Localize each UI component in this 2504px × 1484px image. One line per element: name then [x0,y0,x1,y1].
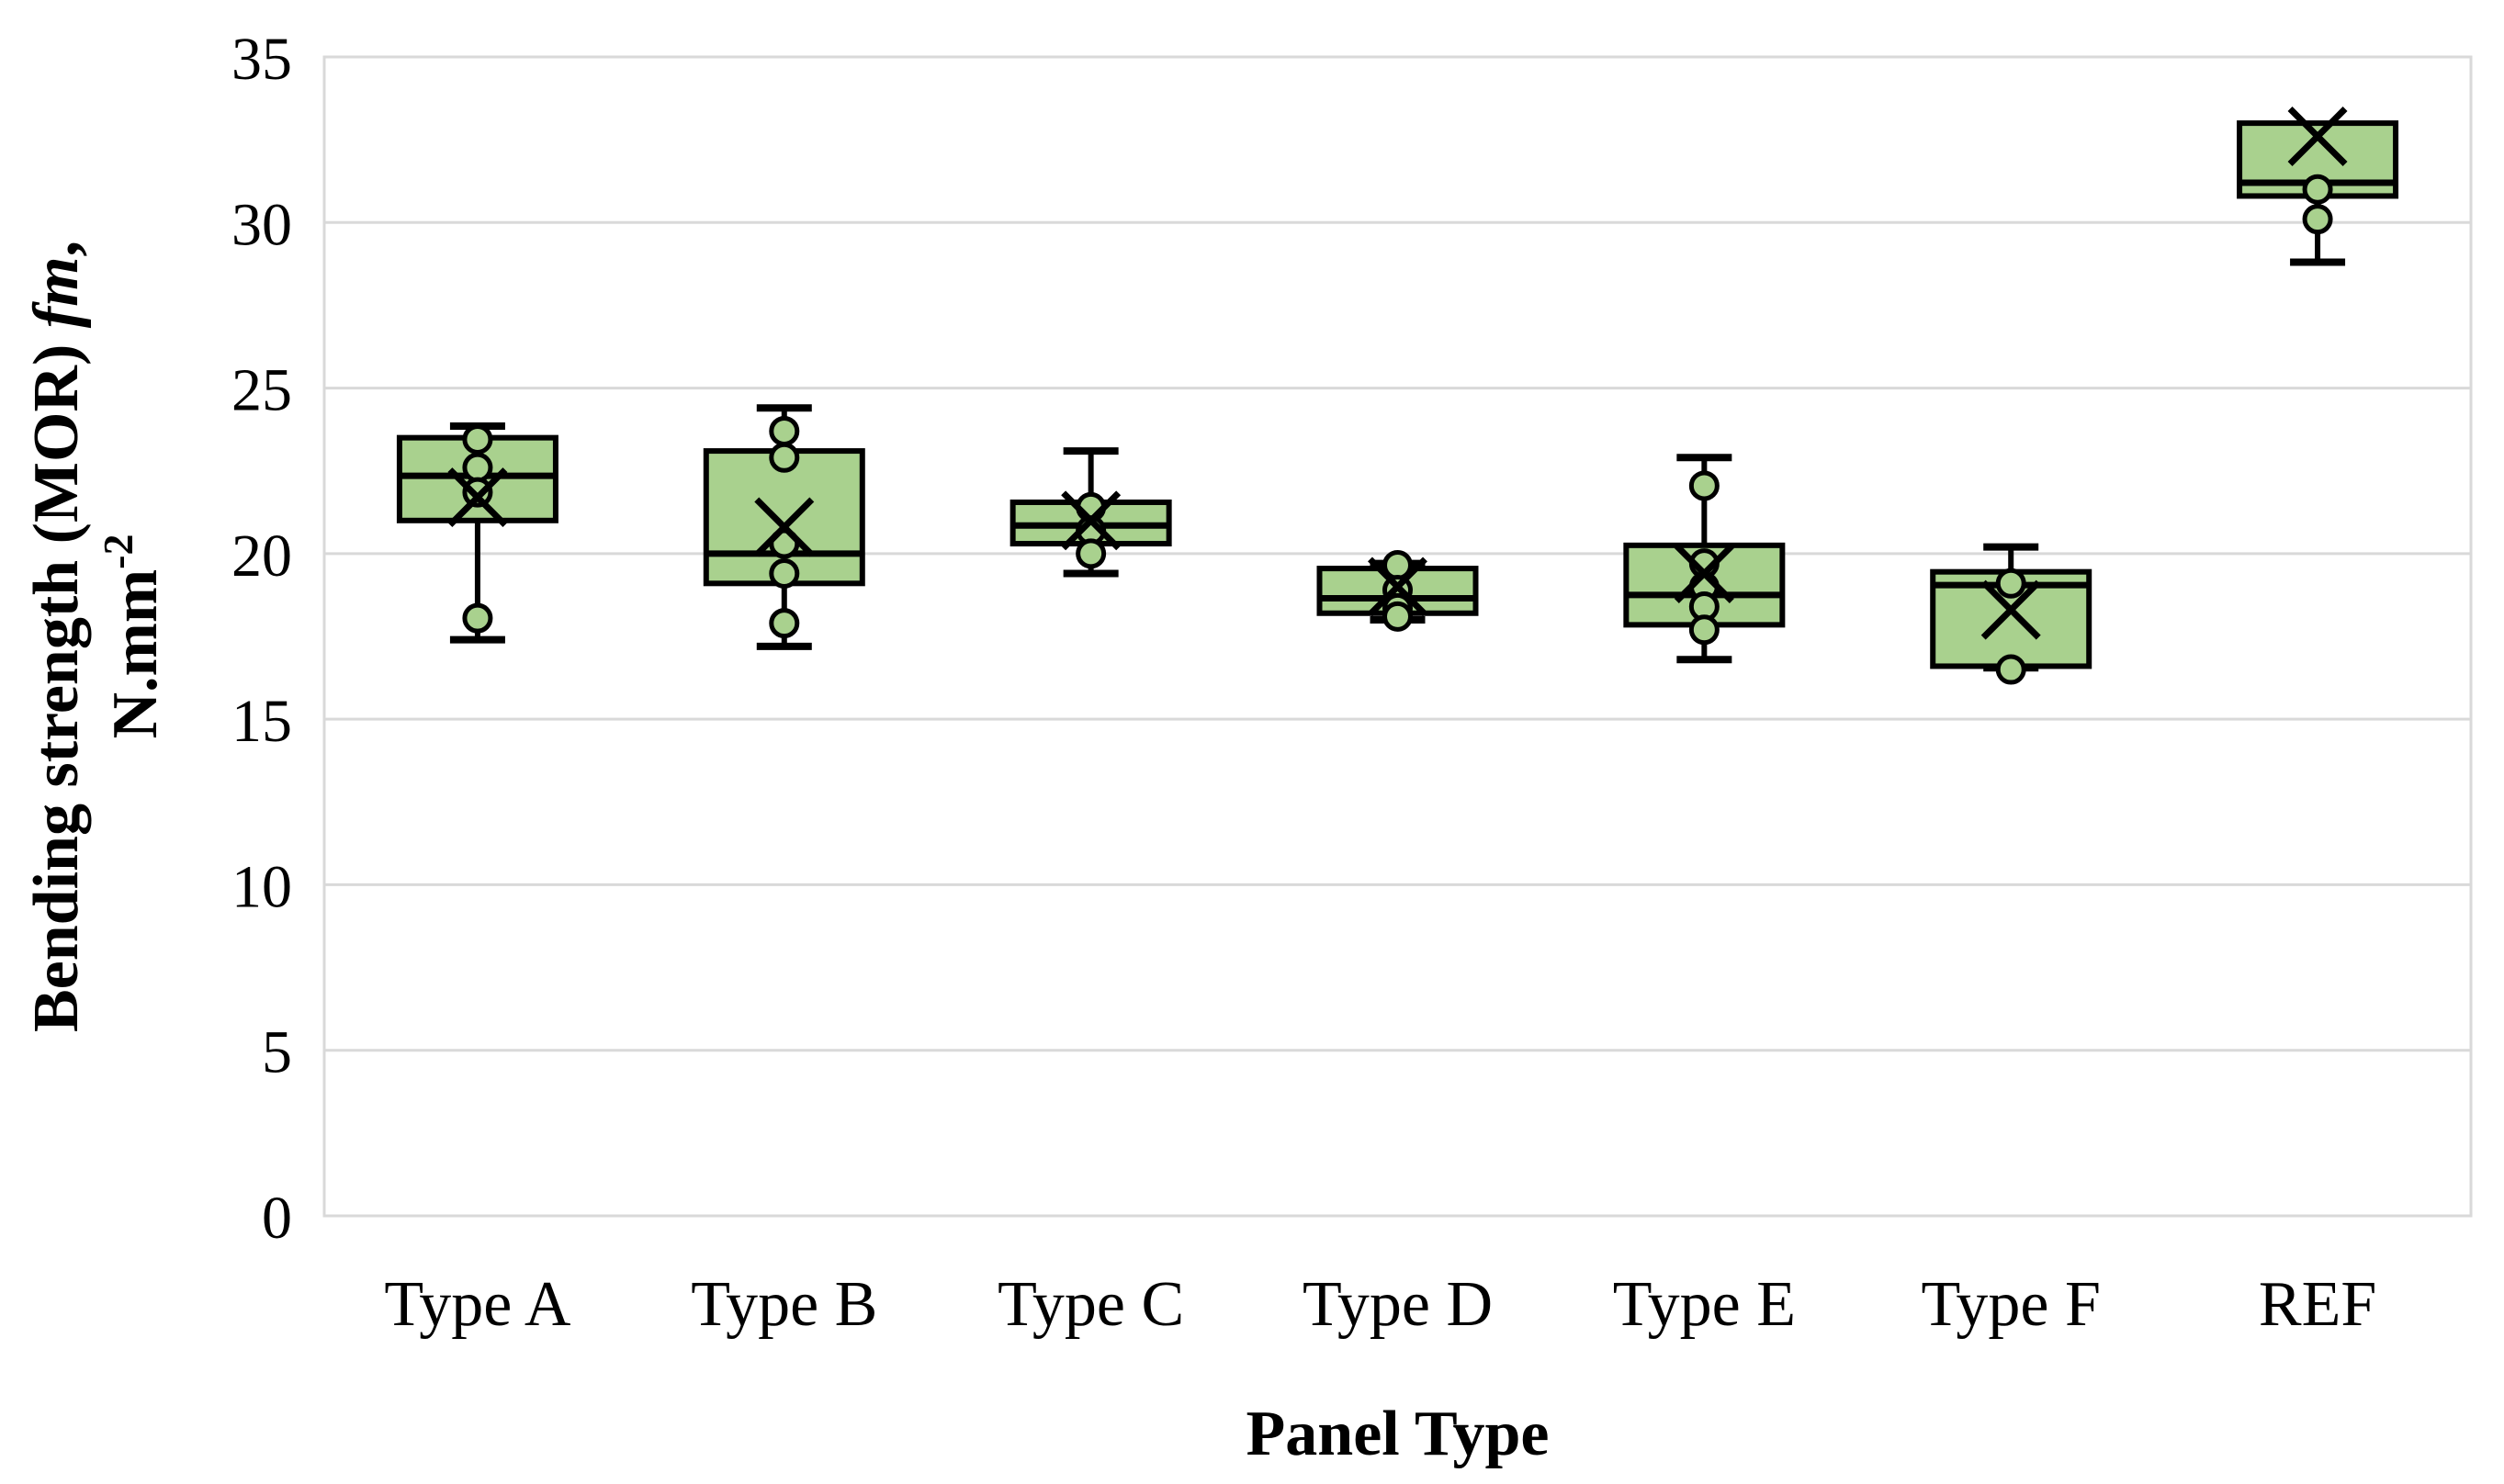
x-category-label: Type A [384,1269,571,1340]
x-category-label: Type D [1303,1269,1493,1340]
data-point-circle [1076,538,1107,569]
y-tick-label: 30 [231,191,292,258]
y-axis-title-unit: N.mm [100,569,171,739]
y-tick-label: 15 [231,688,292,755]
y-tick-label: 0 [262,1185,292,1252]
data-point-circle [2302,204,2333,235]
boxplot-ref [2237,107,2399,266]
data-point-circle [1688,470,1720,501]
y-axis-title-line2: N.mm-2 [95,534,171,738]
x-category-label: Type E [1613,1269,1796,1340]
mean-x-marker [2287,107,2348,167]
data-point-circle [1382,601,1413,632]
mean-x-marker [447,467,508,528]
plot-area-border [322,55,2473,1218]
y-tick-label: 25 [231,357,292,424]
boxplot-type-c [1009,447,1172,578]
y-tick-label: 5 [262,1019,292,1086]
x-category-label: Type B [691,1269,877,1340]
boxplot-type-b [703,404,865,650]
boxplot-type-f [1930,543,2092,685]
boxplot-type-d [1316,549,1479,632]
x-stroke [447,467,508,528]
mean-x-marker [1980,579,2041,640]
y-tick-label: 20 [231,523,292,590]
data-point-circle [1688,614,1720,646]
data-point-circle [1995,654,2026,685]
x-stroke [1061,490,1122,551]
data-point-circle [2302,174,2333,205]
x-stroke [1368,556,1427,617]
x-axis-title: Panel Type [1246,1399,1550,1469]
data-point-circle [462,423,493,455]
mean-x-marker [754,497,815,557]
mean-x-marker [1674,544,1734,603]
data-point-circle [462,477,493,508]
x-category-label: Type C [998,1269,1184,1340]
data-point-circle [462,452,493,483]
y-axis-title-line1: Bending strength (MOR) fm, [21,241,92,1032]
x-stroke [1980,579,2041,640]
x-stroke [754,497,815,557]
x-category-label: REF [2259,1269,2376,1340]
y-tick-label: 35 [231,26,292,93]
x-stroke [1674,544,1734,603]
y-axis-title-unit-superscript: -2 [95,534,141,568]
y-axis-title-part: Bending strength (MOR) [21,328,92,1032]
mean-x-marker [1061,490,1122,551]
data-point-circle [769,608,800,639]
mean-x-marker [1368,556,1427,617]
boxplot-type-e [1623,454,1786,664]
data-point-circle [769,557,800,589]
data-point-circle [769,415,800,446]
y-axis-title-part: , [21,241,92,257]
boxplot-type-a [396,422,558,644]
data-point-circle [1995,568,2026,599]
data-point-circle [769,442,800,473]
x-category-label: Type F [1922,1269,2101,1340]
x-stroke [2287,107,2348,167]
y-axis-title-italic-part: fm [21,256,92,328]
y-tick-label: 10 [231,853,292,920]
data-point-circle [462,602,493,634]
box-rect [703,448,865,587]
